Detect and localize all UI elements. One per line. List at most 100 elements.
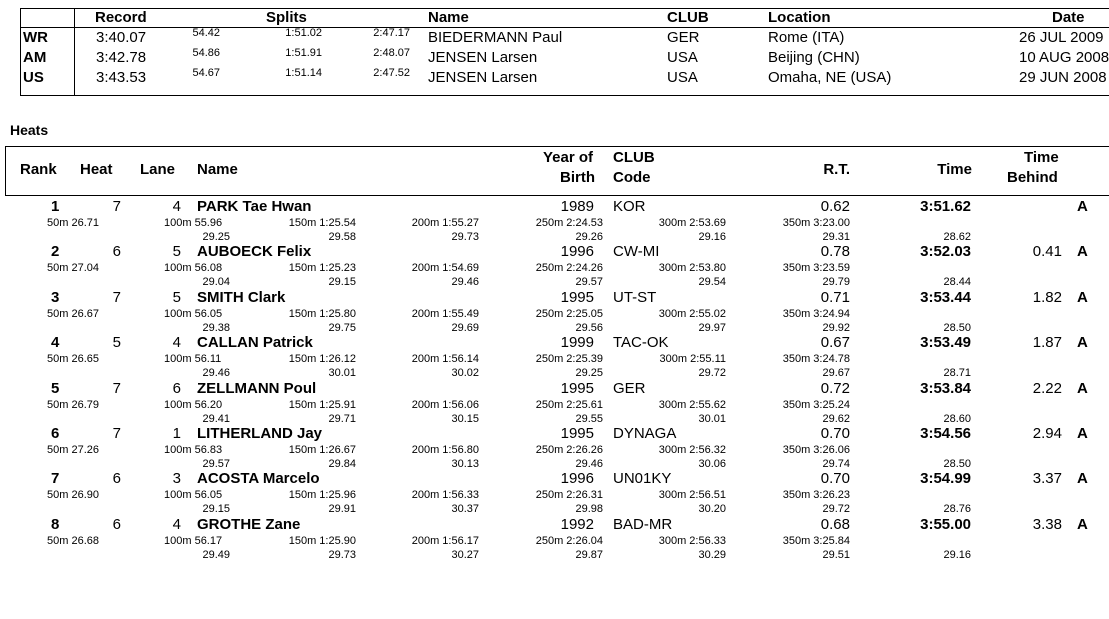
diff-300: 29.97 <box>698 321 726 334</box>
reaction-time: 0.70 <box>820 425 850 442</box>
lane: 5 <box>172 243 181 261</box>
split-300: 300m 2:55.11 <box>659 353 726 366</box>
split-350: 350m 3:23.59 <box>782 262 850 275</box>
year-of-birth: 1995 <box>560 379 594 397</box>
qualification-flag: A <box>1077 470 1088 488</box>
record-split-50: 54.86 <box>192 47 220 59</box>
diff-200: 30.37 <box>451 503 479 516</box>
header-heat: Heat <box>80 161 113 178</box>
split-350: 350m 3:24.94 <box>782 307 850 320</box>
split-50: 50m 26.71 <box>47 217 99 229</box>
split-50: 50m 27.04 <box>47 262 99 275</box>
diff-150: 29.15 <box>328 276 356 289</box>
final-time: 3:53.84 <box>920 379 971 397</box>
record-split-100: 1:51.02 <box>285 27 322 39</box>
split-250: 250m 2:25.05 <box>535 307 603 320</box>
split-100: 100m 56.83 <box>164 444 223 456</box>
heat: 7 <box>112 198 121 215</box>
rank: 8 <box>51 515 60 533</box>
diff-200: 30.27 <box>451 548 479 561</box>
header-name: Name <box>197 161 238 178</box>
time-behind: 3.38 <box>1032 515 1062 533</box>
diff-350: 29.67 <box>822 367 850 380</box>
header-year-of: Year of <box>542 149 593 166</box>
split-50: 50m 26.67 <box>47 307 99 320</box>
diff-200: 29.73 <box>451 231 479 243</box>
record-code: WR <box>23 29 48 46</box>
records-header-record: Record <box>95 9 147 26</box>
record-club: USA <box>667 49 698 66</box>
header-code: Code <box>613 169 651 186</box>
split-100: 100m 55.96 <box>164 217 223 229</box>
split-250: 250m 2:26.31 <box>535 489 603 502</box>
diff-350: 29.51 <box>822 548 850 561</box>
diff-100: 29.15 <box>202 503 230 516</box>
split-100: 100m 56.17 <box>164 534 223 547</box>
reaction-time: 0.71 <box>820 288 850 306</box>
swimmer-name: LITHERLAND Jay <box>197 425 323 442</box>
record-date: 26 JUL 2009 <box>1019 29 1104 46</box>
diff-250: 29.98 <box>575 503 603 516</box>
diff-350: 29.31 <box>822 231 850 243</box>
diff-300: 30.20 <box>698 503 726 516</box>
heat: 6 <box>112 470 121 488</box>
diff-150: 29.91 <box>328 503 356 516</box>
header-club: CLUB <box>613 149 655 166</box>
lane: 6 <box>172 379 181 397</box>
diff-300: 29.16 <box>698 231 726 243</box>
diff-300: 30.29 <box>698 548 726 561</box>
section-title: Heats <box>10 122 49 138</box>
split-200: 200m 1:55.27 <box>411 217 479 229</box>
diff-250: 29.87 <box>575 548 603 561</box>
rank: 5 <box>51 379 60 397</box>
final-time: 3:52.03 <box>920 243 971 261</box>
split-350: 350m 3:25.24 <box>782 398 850 411</box>
diff-200: 29.69 <box>451 321 479 334</box>
header-time: Time <box>937 161 972 178</box>
club-code: TAC-OK <box>613 334 669 352</box>
diff-200: 30.02 <box>451 367 479 380</box>
qualification-flag: A <box>1077 288 1088 306</box>
lane: 4 <box>172 198 181 215</box>
rank: 1 <box>51 198 60 215</box>
split-50: 50m 27.26 <box>47 444 99 456</box>
record-name: JENSEN Larsen <box>428 49 538 66</box>
heat: 7 <box>112 288 121 306</box>
reaction-time: 0.72 <box>820 379 850 397</box>
club-code: UN01KY <box>613 470 672 488</box>
split-200: 200m 1:56.80 <box>411 444 479 456</box>
diff-100: 29.41 <box>202 412 230 425</box>
split-150: 150m 1:25.80 <box>288 307 356 320</box>
swimmer-name: PARK Tae Hwan <box>197 198 312 215</box>
club-code: CW-MI <box>613 243 660 261</box>
diff-100: 29.46 <box>202 367 230 380</box>
diff-300: 29.72 <box>698 367 726 380</box>
final-time: 3:53.44 <box>920 288 971 306</box>
time-behind: 2.22 <box>1032 379 1062 397</box>
swimmer-name: ZELLMANN Poul <box>197 379 317 397</box>
split-200: 200m 1:56.33 <box>411 489 479 502</box>
diff-250: 29.46 <box>575 458 603 470</box>
records-header-location: Location <box>768 9 831 26</box>
final-time: 3:54.56 <box>920 425 971 442</box>
diff-200: 30.13 <box>451 458 479 470</box>
split-100: 100m 56.20 <box>164 398 223 411</box>
split-350: 350m 3:24.78 <box>782 353 850 366</box>
record-code: AM <box>23 49 47 66</box>
split-300: 300m 2:53.80 <box>658 262 726 275</box>
split-250: 250m 2:24.53 <box>535 217 603 229</box>
heat: 6 <box>112 515 121 533</box>
diff-150: 29.75 <box>328 321 356 334</box>
diff-300: 30.01 <box>698 412 726 425</box>
split-100: 100m 56.05 <box>164 489 223 502</box>
split-250: 250m 2:26.26 <box>535 444 603 456</box>
time-behind: 3.37 <box>1032 470 1062 488</box>
diff-100: 29.04 <box>202 276 230 289</box>
split-300: 300m 2:56.32 <box>658 444 726 456</box>
lane: 1 <box>172 425 181 442</box>
record-name: BIEDERMANN Paul <box>428 29 563 46</box>
split-300: 300m 2:55.02 <box>658 307 726 320</box>
rank: 7 <box>51 470 60 488</box>
split-200: 200m 1:56.14 <box>411 353 479 366</box>
split-150: 150m 1:26.67 <box>288 444 356 456</box>
